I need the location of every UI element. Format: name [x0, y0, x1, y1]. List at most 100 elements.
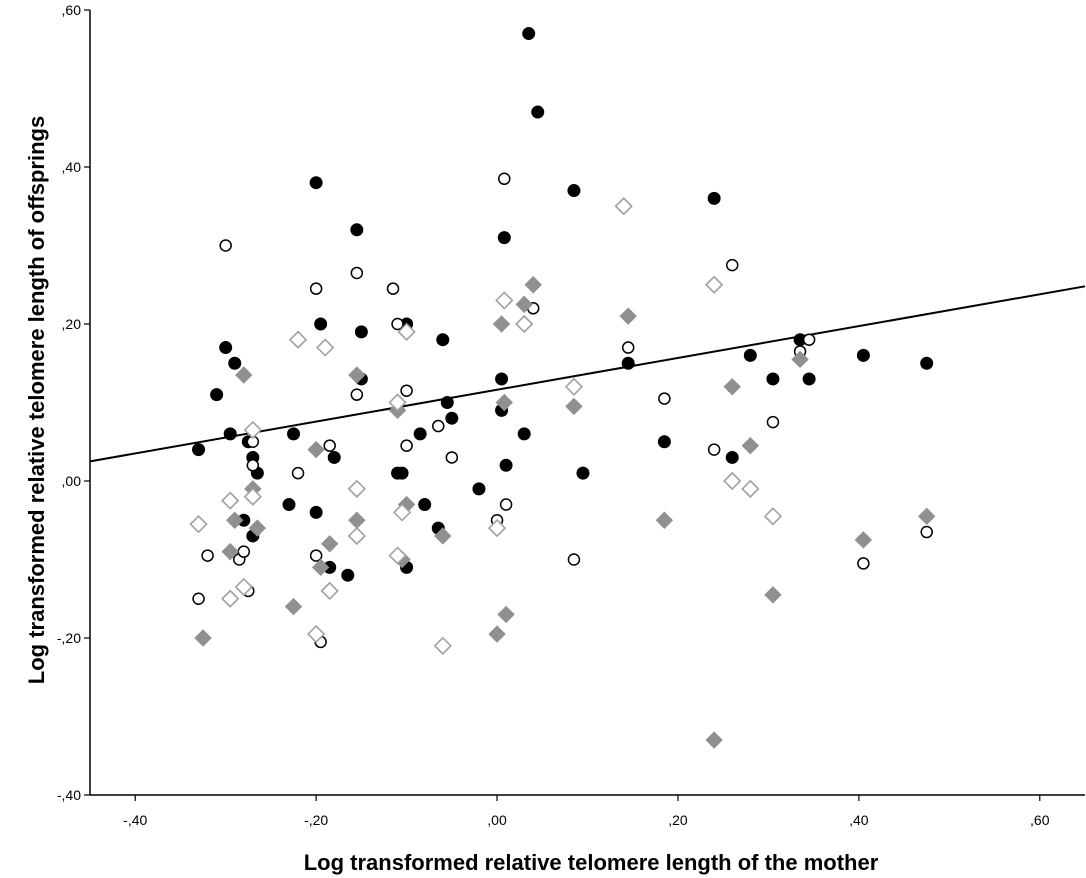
y-tick-label: ,40: [62, 159, 82, 175]
open-diamond-point: [515, 314, 534, 334]
open-circle-point: [309, 282, 323, 295]
filled-diamond-point: [515, 295, 533, 314]
filled-circle-point: [327, 450, 341, 464]
tick-labels: -,40 -,20 ,00 ,20 ,40 ,60 -,40 -,20 ,00 ,20 ,40 ,60: [57, 2, 1050, 828]
open-diamond-point: [347, 526, 366, 546]
filled-diamond-point: [434, 527, 452, 545]
open-diamond-point: [614, 197, 633, 216]
filled-diamond-point: [221, 542, 239, 561]
open-circle-point: [192, 592, 205, 605]
x-tick-label: ,00: [487, 812, 507, 828]
open-diamond-point: [705, 275, 724, 294]
open-circle-point: [350, 388, 364, 401]
open-circle-point: [725, 258, 739, 272]
filled-diamond-point: [764, 586, 782, 604]
filled-circle-point: [621, 356, 635, 370]
filled-diamond-point: [248, 519, 267, 537]
filled-circle-point: [436, 333, 450, 347]
open-diamond-point: [495, 291, 514, 310]
open-diamond-point: [487, 518, 507, 538]
y-tick-label: -,40: [57, 787, 81, 803]
filled-circle-point: [766, 372, 780, 386]
y-axis-title: Log transformed relative telomere length…: [24, 116, 49, 684]
filled-diamond-point: [235, 366, 253, 384]
open-circle-point: [391, 317, 404, 331]
open-diamond-point: [221, 589, 240, 608]
open-circle-point: [499, 498, 513, 511]
open-diamond-point: [763, 507, 783, 526]
filled-circle-point: [440, 396, 454, 409]
filled-diamond-point: [284, 597, 303, 616]
filled-diamond-point: [307, 440, 325, 459]
filled-diamond-point: [495, 393, 513, 412]
filled-circle-point: [856, 348, 870, 362]
open-diamond-point: [307, 624, 326, 644]
filled-circle-point: [418, 498, 432, 512]
open-diamond-point: [741, 479, 760, 498]
open-diamond-point: [347, 479, 366, 498]
filled-diamond-point: [741, 436, 760, 455]
filled-diamond-point: [488, 625, 506, 643]
open-circle-point: [400, 439, 413, 452]
filled-circle-point: [228, 356, 242, 370]
x-tick-label: ,60: [1030, 812, 1050, 828]
open-circle-point: [658, 392, 671, 405]
open-diamond-point: [288, 330, 308, 349]
filled-circle-point: [413, 427, 427, 441]
open-diamond-point: [234, 577, 253, 597]
filled-diamond-point: [194, 629, 212, 647]
open-circle-point: [309, 549, 323, 562]
open-circle-point: [323, 439, 336, 452]
filled-diamond-point: [524, 276, 542, 294]
open-circle-point: [350, 266, 364, 280]
open-circle-point: [445, 451, 459, 464]
filled-diamond-point: [565, 397, 583, 416]
x-tick-label: ,20: [668, 812, 688, 828]
filled-circle-point: [495, 372, 509, 386]
open-circle-point: [707, 443, 721, 456]
filled-diamond-point: [723, 378, 741, 396]
filled-circle-point: [472, 482, 486, 496]
open-diamond-point: [397, 322, 416, 341]
filled-diamond-point: [226, 511, 244, 529]
filled-diamond-point: [348, 366, 366, 384]
filled-diamond-point: [705, 731, 723, 749]
y-tick-label: -,20: [57, 630, 81, 646]
open-diamond-point: [243, 487, 262, 506]
open-circle-point: [920, 525, 933, 539]
filled-diamond-point: [311, 558, 330, 577]
filled-circle-point: [725, 450, 739, 464]
x-tick-label: ,40: [849, 812, 869, 828]
filled-circle-point: [282, 498, 296, 512]
filled-diamond-point: [854, 531, 873, 549]
filled-circle-point: [287, 427, 301, 441]
filled-circle-point: [743, 348, 757, 362]
axes: [84, 9, 1085, 801]
open-circle-point: [386, 282, 400, 295]
filled-circle-point: [920, 356, 934, 370]
filled-diamond-point: [791, 350, 809, 369]
filled-circle-point: [192, 443, 206, 457]
filled-circle-point: [210, 388, 224, 402]
x-axis-title: Log transformed relative telomere length…: [304, 850, 879, 875]
filled-diamond-point: [619, 307, 637, 325]
open-diamond-point: [388, 393, 407, 412]
filled-circle-point: [707, 191, 721, 205]
y-tick-label: ,20: [62, 316, 82, 332]
filled-diamond-point: [492, 315, 511, 333]
filled-circle-point: [223, 427, 237, 441]
filled-diamond-point: [497, 605, 515, 624]
filled-circle-point: [350, 223, 364, 237]
open-circle-point: [857, 557, 870, 570]
filled-circle-point: [531, 105, 545, 119]
filled-circle-point: [497, 231, 511, 245]
y-tick-label: ,60: [62, 2, 82, 18]
filled-circle-point: [517, 427, 531, 441]
filled-diamond-point: [348, 511, 366, 529]
open-circle-point: [766, 415, 780, 429]
open-circle-point: [498, 172, 511, 186]
open-circle-point: [201, 549, 214, 562]
open-circle-point: [246, 459, 260, 472]
filled-circle-point: [219, 341, 233, 355]
